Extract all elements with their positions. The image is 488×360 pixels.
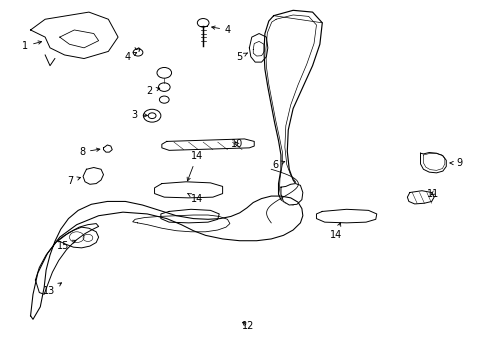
Text: 13: 13 — [42, 283, 61, 296]
Text: 7: 7 — [67, 176, 81, 186]
Text: 4: 4 — [211, 25, 231, 35]
Text: 14: 14 — [329, 223, 341, 240]
Text: 12: 12 — [242, 321, 254, 332]
Text: 8: 8 — [79, 147, 100, 157]
Text: 2: 2 — [145, 86, 160, 96]
Text: 5: 5 — [235, 53, 247, 63]
Text: 4: 4 — [124, 53, 137, 63]
Text: 3: 3 — [131, 110, 147, 120]
Text: 14: 14 — [187, 194, 203, 203]
Text: 1: 1 — [22, 41, 41, 51]
Polygon shape — [281, 184, 302, 205]
Text: 6: 6 — [272, 159, 284, 170]
Text: 11: 11 — [426, 189, 438, 199]
Text: 10: 10 — [231, 139, 243, 149]
Text: 9: 9 — [449, 158, 461, 168]
Text: 15: 15 — [57, 240, 76, 251]
Text: 14: 14 — [187, 151, 203, 181]
